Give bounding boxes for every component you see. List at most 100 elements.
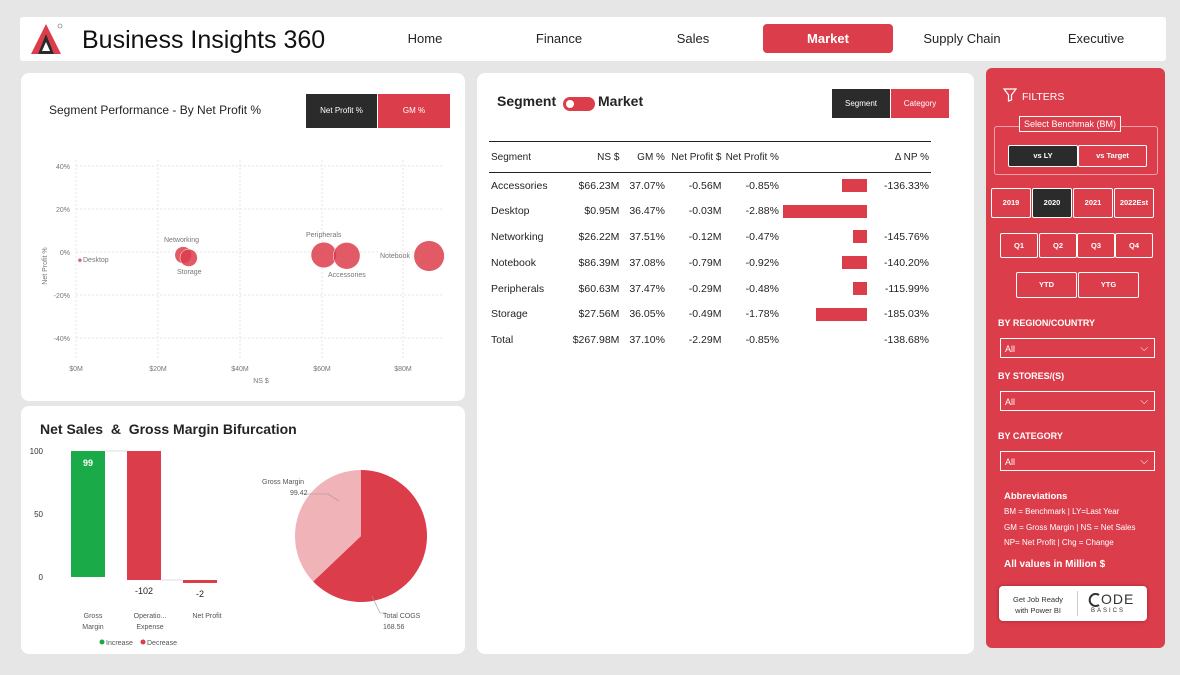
promo-line-2: with Power BI [1015, 606, 1061, 615]
y-tick-neg40: -40% [54, 336, 70, 343]
delta-np-bar-cell [781, 250, 869, 276]
table-row[interactable]: Peripherals $60.63M 37.47% -0.29M -0.48% -115… [489, 276, 931, 302]
th-npp[interactable]: Net Profit % [723, 141, 781, 173]
bifurcation-charts: 100 50 0 99 -102 -2 Gross Margin Operati… [30, 447, 427, 647]
label-accessories: Accessories [328, 272, 366, 279]
scatter-point-notebook[interactable] [413, 240, 445, 272]
year-2021[interactable]: 2021 [1073, 188, 1113, 218]
period-ytd[interactable]: YTD [1016, 272, 1077, 298]
bm-vs-ly[interactable]: vs LY [1008, 145, 1078, 167]
period-ytg[interactable]: YTG [1078, 272, 1139, 298]
quarter-q4[interactable]: Q4 [1115, 233, 1153, 258]
cell-np: -0.12M [688, 230, 722, 243]
top-nav-bar: Business Insights 360 Home Finance Sales… [20, 17, 1166, 61]
abbr-line-1: BM = Benchmark | LY=Last Year [1004, 507, 1120, 516]
pie-slice-total-cogs[interactable] [313, 470, 427, 602]
toggle-category[interactable]: Category [891, 89, 949, 118]
cell-np: -0.03M [688, 205, 722, 218]
nav-finance[interactable]: Finance [535, 31, 583, 46]
chevron-down-icon: ⌵ [1140, 343, 1148, 354]
toggle-gm-pct[interactable]: GM % [378, 94, 450, 128]
th-segment[interactable]: Segment [489, 141, 570, 173]
nav-sales[interactable]: Sales [676, 31, 710, 46]
app-title: Business Insights 360 [82, 26, 326, 54]
wf-cat-gm-1: Gross [84, 613, 103, 620]
toggle-segment[interactable]: Segment [832, 89, 890, 118]
cell-seg: Storage [491, 308, 528, 321]
wf-label-opex: -102 [135, 586, 153, 596]
promo-banner[interactable]: Get Job Ready with Power BI ODE BASICS [999, 586, 1147, 621]
wf-cat-np: Net Profit [192, 613, 221, 620]
wf-y-tick-50: 50 [34, 510, 43, 519]
delta-np-bar-cell [781, 276, 869, 302]
filter-icon [1003, 88, 1017, 102]
table-row[interactable]: Accessories $66.23M 37.07% -0.56M -0.85% -136… [489, 173, 931, 199]
y-tick-20: 20% [56, 207, 70, 214]
bm-vs-target[interactable]: vs Target [1078, 145, 1147, 167]
th-gm[interactable]: GM % [621, 141, 667, 173]
segment-table: Segment NS $ GM % Net Profit $ Net Profi… [489, 141, 931, 353]
cell-npp: -1.78% [745, 308, 779, 321]
wf-y-tick-0: 0 [39, 573, 44, 582]
region-dropdown[interactable]: All ⌵ [1000, 338, 1155, 358]
category-dropdown[interactable]: All ⌵ [1000, 451, 1155, 471]
year-2019[interactable]: 2019 [991, 188, 1031, 218]
table-row[interactable]: Networking $26.22M 37.51% -0.12M -0.47% -145.… [489, 224, 931, 250]
app-logo-icon [31, 23, 63, 54]
chevron-down-icon: ⌵ [1140, 396, 1148, 407]
total-ns: $267.98M [572, 334, 620, 347]
legend-decrease-dot [140, 639, 146, 645]
cell-seg: Notebook [491, 256, 536, 269]
scatter-x-axis-title: NS $ [253, 378, 269, 385]
quarter-q2[interactable]: Q2 [1039, 233, 1077, 258]
table-title-segment: Segment [497, 93, 557, 109]
scatter-point-peripherals[interactable] [310, 241, 337, 269]
pie-chart [294, 470, 427, 602]
table-row[interactable]: Notebook $86.39M 37.08% -0.79M -0.92% -140.20… [489, 250, 931, 276]
year-2020[interactable]: 2020 [1032, 188, 1072, 218]
cell-gm: 37.07% [629, 179, 665, 192]
th-ns[interactable]: NS $ [569, 141, 622, 173]
cell-npp: -0.92% [745, 256, 779, 269]
wf-cat-opex-1: Operatio... [134, 613, 167, 620]
th-dnp[interactable]: Δ NP % [868, 141, 931, 173]
wf-label-gm: 99 [83, 458, 93, 468]
codebasics-logo-icon [1088, 593, 1100, 607]
cell-dnp [869, 198, 931, 224]
y-tick-40: 40% [56, 164, 70, 171]
scatter-point-storage[interactable] [179, 248, 198, 267]
wf-cat-opex-2: Expense [136, 624, 163, 631]
cell-npp: -2.88% [745, 205, 779, 218]
cell-ns: $86.39M [578, 256, 620, 269]
scatter-point-desktop[interactable] [77, 257, 83, 263]
nav-executive[interactable]: Executive [1067, 31, 1125, 46]
segment-market-toggle[interactable] [563, 97, 595, 111]
y-tick-0: 0% [60, 250, 70, 257]
quarter-q1[interactable]: Q1 [1000, 233, 1038, 258]
toggle-net-profit-pct[interactable]: Net Profit % [306, 94, 377, 128]
chevron-down-icon: ⌵ [1140, 456, 1148, 467]
delta-np-bar-cell [781, 198, 869, 224]
pie-slice-gross-margin[interactable] [294, 470, 361, 582]
nav-supply-chain[interactable]: Supply Chain [923, 31, 1001, 46]
legend-decrease: Decrease [147, 640, 177, 647]
cell-seg: Networking [491, 230, 544, 243]
cell-ns: $26.22M [578, 230, 620, 243]
table-row[interactable]: Storage $27.56M 36.05% -0.49M -1.78% -185.03% [489, 301, 931, 327]
table-row[interactable]: Desktop $0.95M 36.47% -0.03M -2.88% [489, 198, 931, 224]
nav-market[interactable]: Market [763, 24, 893, 53]
logo-text: ODE [1101, 591, 1135, 607]
year-2022est[interactable]: 2022Est [1114, 188, 1154, 218]
wf-cat-gm-2: Margin [82, 624, 104, 631]
cell-ns: $27.56M [578, 308, 620, 321]
stores-dropdown[interactable]: All ⌵ [1000, 391, 1155, 411]
toggle-knob [566, 100, 574, 108]
wf-label-np: -2 [196, 589, 204, 599]
cell-dnp: -140.20% [884, 256, 929, 269]
filters-title: FILTERS [1022, 91, 1065, 103]
quarter-q3[interactable]: Q3 [1077, 233, 1115, 258]
delta-np-bar [782, 204, 867, 218]
th-np[interactable]: Net Profit $ [666, 141, 724, 173]
scatter-point-accessories[interactable] [333, 242, 361, 270]
nav-home[interactable]: Home [407, 31, 443, 46]
